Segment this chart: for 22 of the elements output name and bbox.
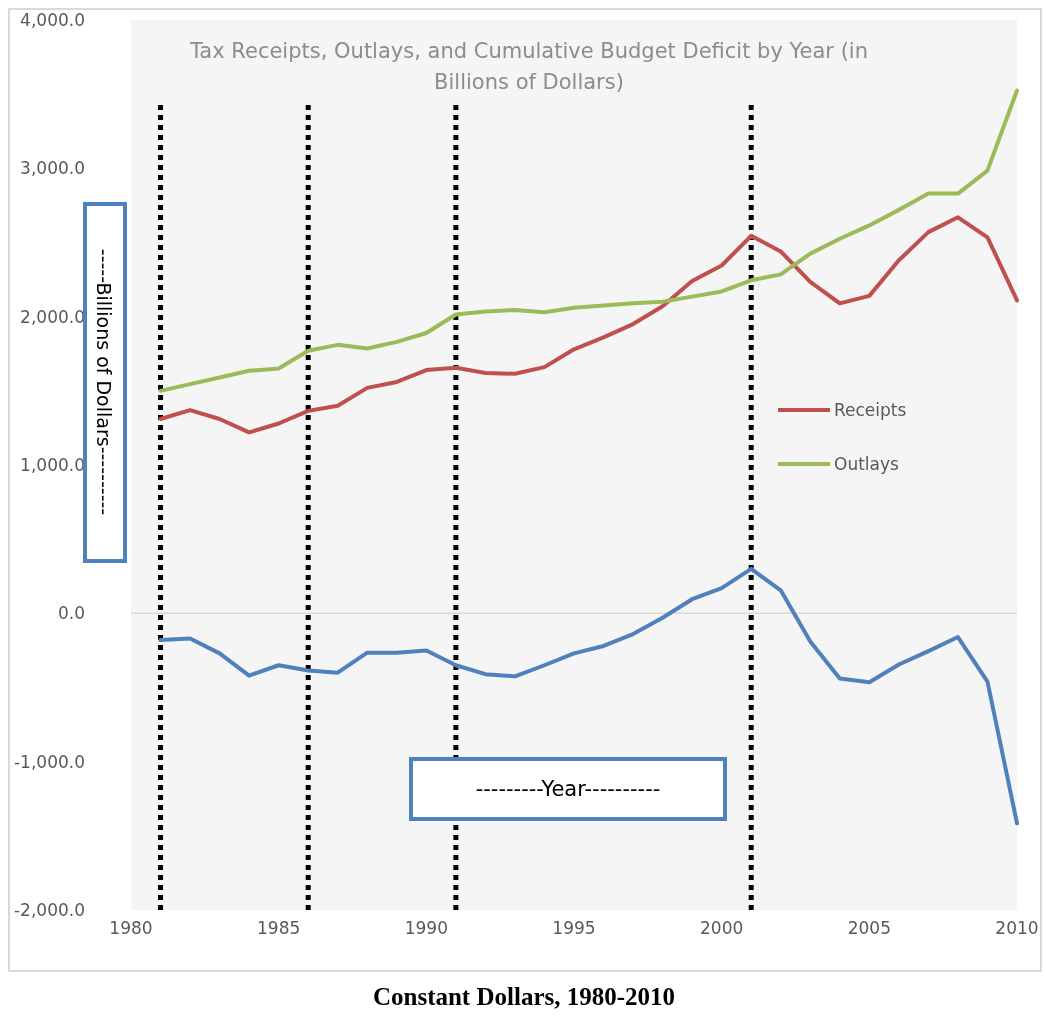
y-tick-label: 3,000.0 — [20, 158, 85, 179]
x-tick-label: 2005 — [847, 918, 891, 938]
y-tick-label: -2,000.0 — [13, 899, 85, 920]
x-tick-label: 2010 — [995, 918, 1039, 938]
x-tick-label: 1985 — [257, 918, 301, 938]
x-tick-label: 1990 — [404, 918, 448, 938]
legend-label: Outlays — [834, 453, 900, 474]
y-tick-label: -1,000.0 — [13, 751, 85, 772]
line-series — [158, 566, 1019, 826]
y-tick-label: 1,000.0 — [20, 454, 85, 475]
text: Tax Receipts, Outlays, and Cumulative Budget Deficit by Year (in Billions of Dollars) — [189, 39, 868, 94]
x-tick-label: 2000 — [700, 918, 744, 938]
legend-label: Receipts — [834, 399, 907, 420]
y-axis-title: -----Billions of Dollars---------- — [93, 248, 115, 516]
y-tick-label: 2,000.0 — [20, 306, 85, 327]
text: Constant Dollars, 1980-2010 — [372, 983, 676, 1010]
x-tick-label: 1980 — [109, 918, 153, 938]
y-tick-label: 4,000.0 — [20, 9, 85, 30]
x-tick-label: 1995 — [552, 918, 596, 938]
line-series — [158, 215, 1019, 435]
x-axis-title: ---------Year---------- — [475, 777, 661, 801]
y-tick-label: 0.0 — [57, 603, 85, 624]
